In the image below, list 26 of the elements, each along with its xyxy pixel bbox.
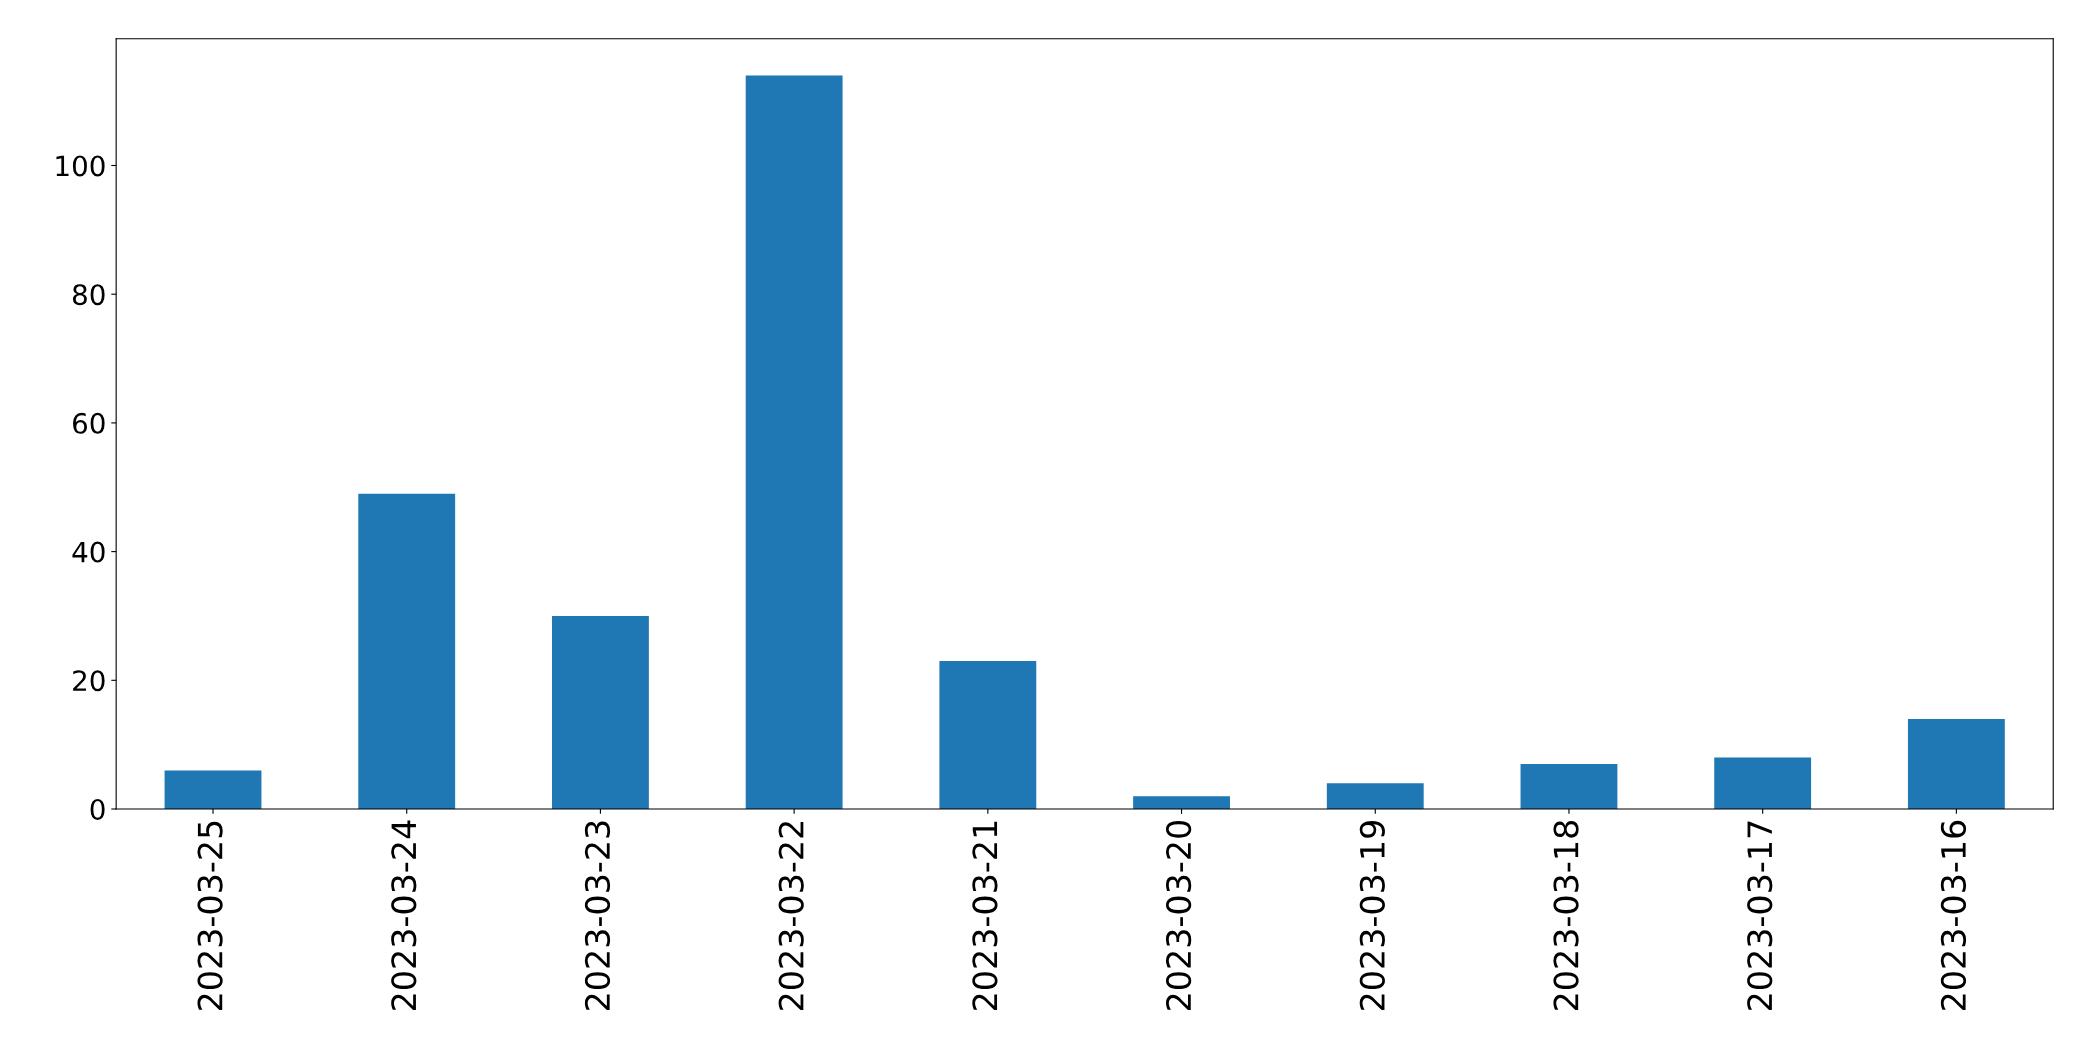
y-tick-label: 60 [73, 412, 105, 434]
x-tick-label: 2023-03-21 [972, 821, 998, 1011]
x-tick-label: 2023-03-17 [1747, 821, 1773, 1011]
bar [1326, 783, 1424, 810]
x-tick-label: 2023-03-24 [391, 820, 417, 1011]
bar [164, 770, 262, 810]
bar [1714, 757, 1812, 810]
y-tick-label: 80 [72, 284, 105, 306]
bar [1133, 796, 1230, 810]
y-tick-label: 20 [73, 670, 105, 692]
x-tick-label: 2023-03-23 [584, 821, 611, 1011]
x-tick-label: 2023-03-16 [1940, 820, 1967, 1011]
x-tick-label: 2023-03-25 [197, 821, 223, 1011]
bar [552, 615, 649, 810]
x-tick-label: 2023-03-19 [1359, 821, 1385, 1011]
y-tick-label: 40 [72, 541, 105, 563]
bar [745, 75, 843, 810]
bar [1907, 718, 2005, 810]
bar [1520, 763, 1618, 810]
bar [358, 493, 456, 810]
y-tick-label: 100 [56, 155, 105, 177]
x-tick-label: 2023-03-20 [1166, 820, 1192, 1011]
bar [939, 661, 1037, 810]
x-tick-label: 2023-03-18 [1553, 821, 1579, 1011]
x-tick-label: 2023-03-22 [778, 822, 804, 1011]
y-tick-label: 0 [90, 798, 105, 820]
